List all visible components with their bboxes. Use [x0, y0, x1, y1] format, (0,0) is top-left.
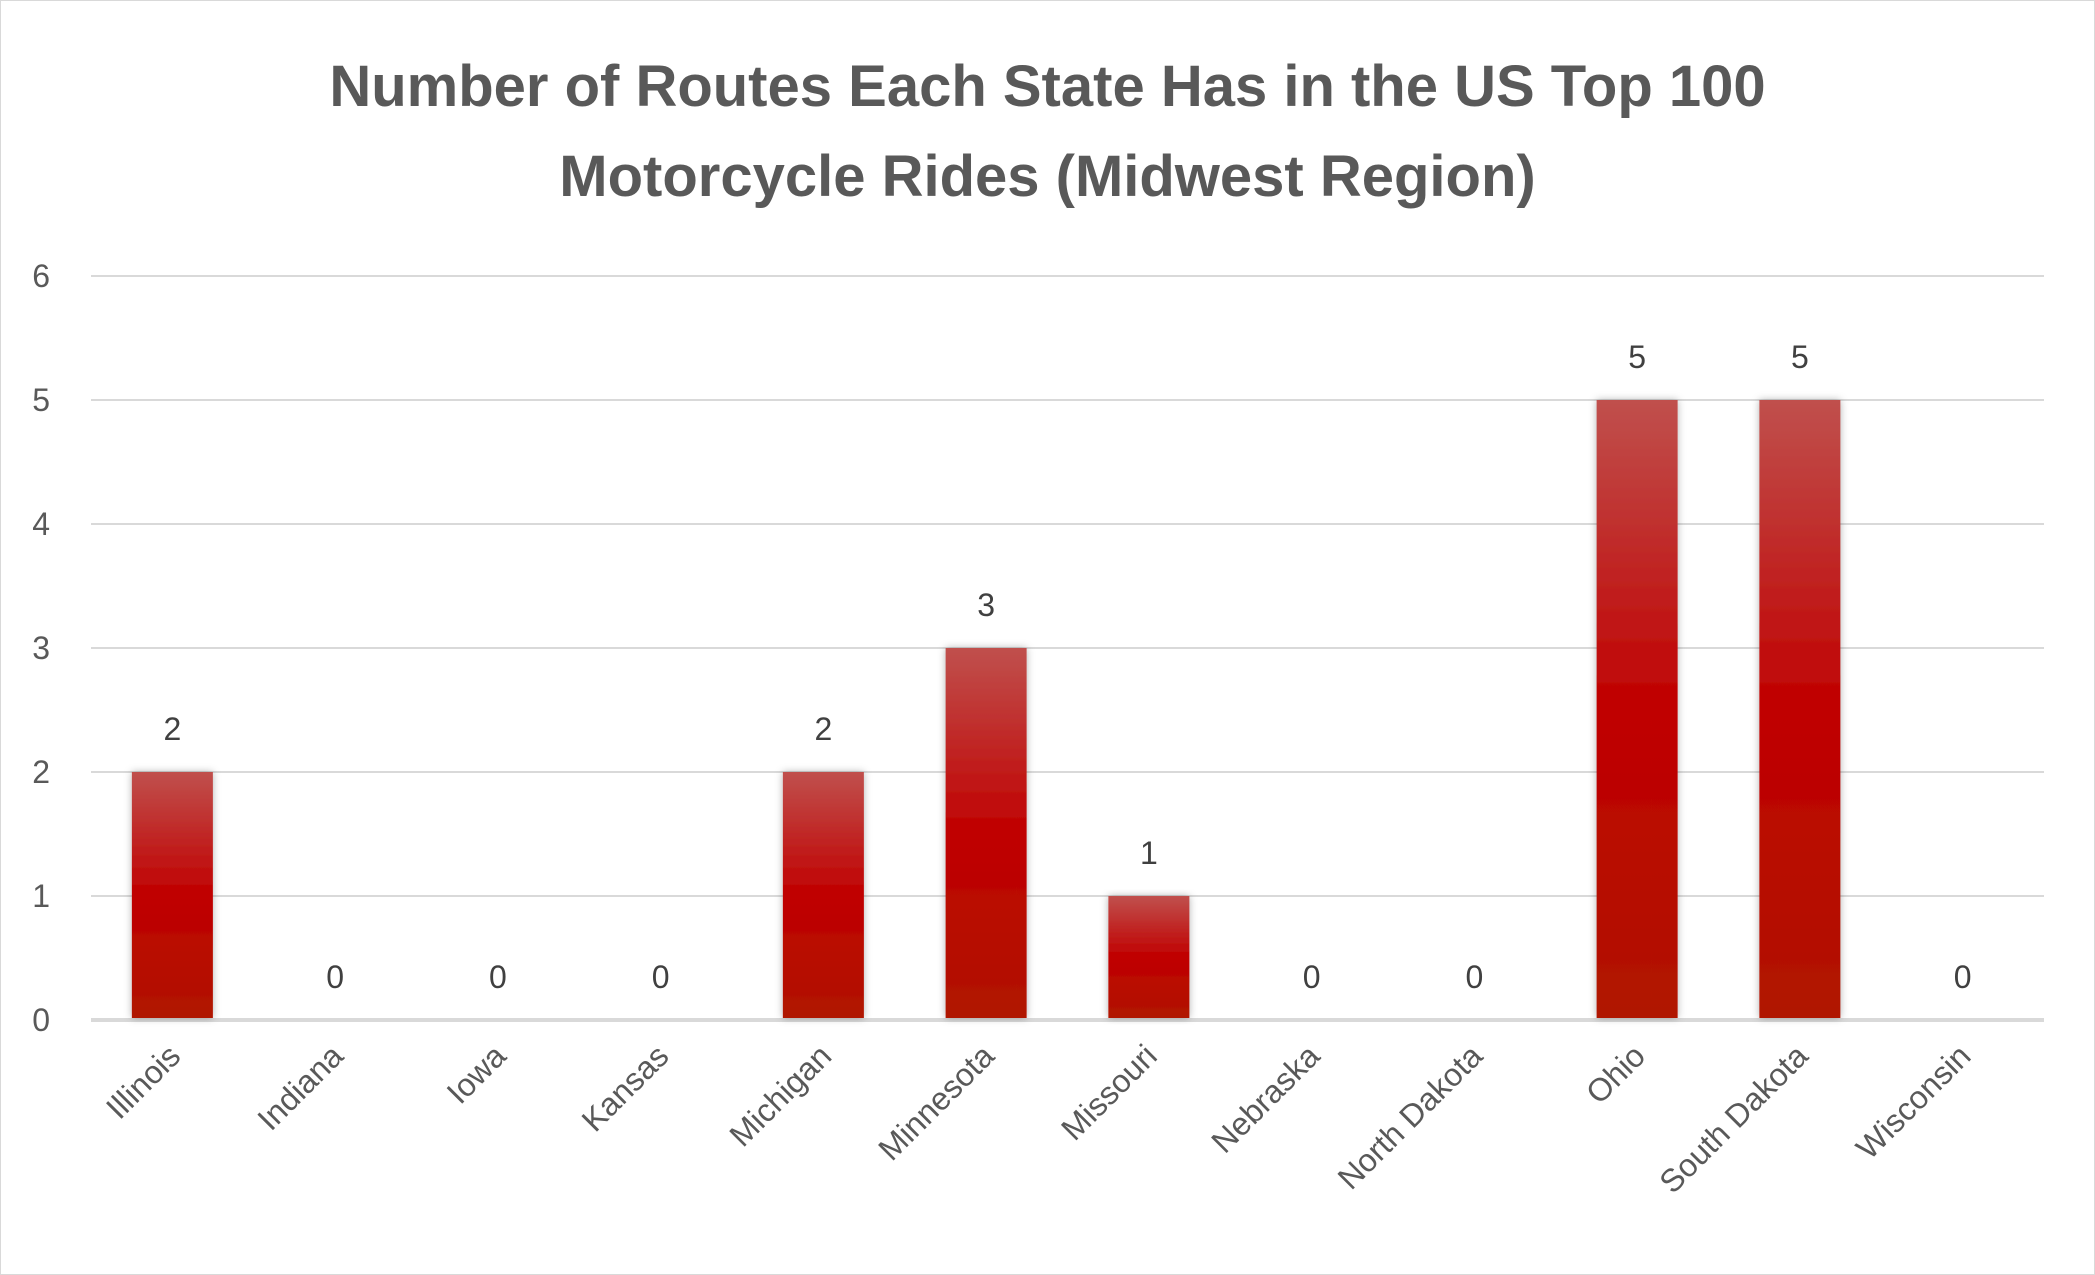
x-tick-label: Wisconsin	[1849, 1037, 1978, 1166]
data-label: 2	[163, 711, 181, 747]
bar-minnesota	[945, 648, 1027, 1018]
data-label: 0	[326, 959, 344, 995]
y-tick-label: 0	[32, 1002, 50, 1038]
bar-south-dakota	[1759, 400, 1841, 1018]
x-tick-label: Nebraska	[1204, 1037, 1326, 1159]
bar-michigan	[782, 772, 864, 1018]
y-tick-label: 1	[32, 878, 50, 914]
x-tick-label: Ohio	[1579, 1037, 1652, 1110]
data-label: 0	[1303, 959, 1321, 995]
data-label: 5	[1791, 339, 1809, 375]
data-label: 2	[814, 711, 832, 747]
chart-title-line-2: Motorcycle Rides (Midwest Region)	[559, 144, 1536, 209]
x-tick-label: Indiana	[250, 1037, 350, 1137]
y-tick-label: 3	[32, 630, 50, 666]
data-label: 0	[489, 959, 507, 995]
bar-illinois	[131, 772, 213, 1018]
chart-title: Number of Routes Each State Has in the U…	[0, 42, 2095, 222]
data-label: 0	[652, 959, 670, 995]
bar-missouri	[1108, 896, 1190, 1018]
data-label: 5	[1628, 339, 1646, 375]
y-tick-label: 2	[32, 754, 50, 790]
data-label: 3	[977, 587, 995, 623]
x-tick-label: Iowa	[440, 1037, 513, 1110]
x-tick-label: Michigan	[722, 1037, 838, 1153]
y-tick-label: 4	[32, 506, 50, 542]
data-label: 0	[1465, 959, 1483, 995]
x-tick-label: Missouri	[1054, 1037, 1164, 1147]
x-tick-label: South Dakota	[1652, 1037, 1815, 1200]
y-tick-label: 6	[32, 258, 50, 294]
x-tick-label: North Dakota	[1331, 1037, 1490, 1196]
chart-title-line-1: Number of Routes Each State Has in the U…	[329, 54, 1766, 119]
data-label: 1	[1140, 835, 1158, 871]
x-tick-label: Kansas	[575, 1037, 676, 1138]
x-tick-label: Minnesota	[871, 1037, 1001, 1167]
y-tick-label: 5	[32, 382, 50, 418]
x-tick-label: Illinois	[99, 1037, 187, 1125]
data-label: 0	[1954, 959, 1972, 995]
bar-ohio	[1596, 400, 1678, 1018]
